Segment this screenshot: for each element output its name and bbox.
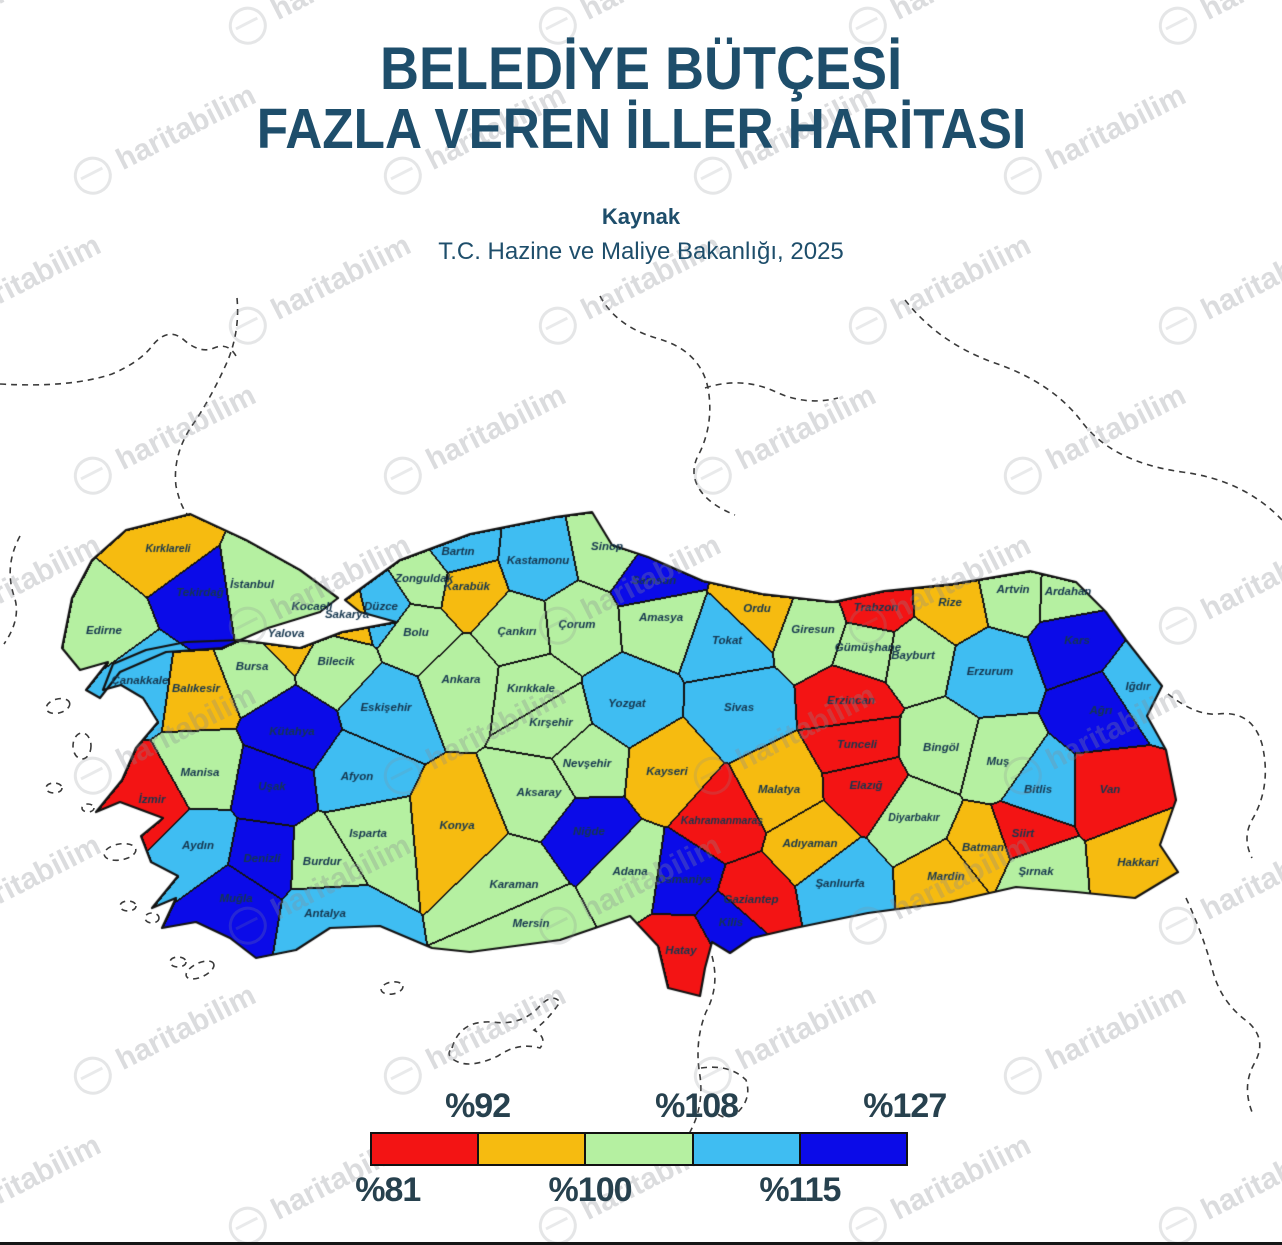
legend-swatch-red [372, 1134, 480, 1164]
bottom-frame-line [0, 1242, 1282, 1245]
page-title-line2: FAZLA VEREN İLLER HARİTASI [256, 97, 1026, 162]
legend-swatch-green [586, 1134, 694, 1164]
legend-tick-top: %92 [445, 1087, 511, 1125]
legend-tick-bottom: %115 [759, 1171, 841, 1209]
legend-tick-bottom: %100 [548, 1171, 633, 1209]
source-label: Kaynak [601, 203, 681, 229]
legend-swatch-lightblue [693, 1134, 801, 1164]
source-text: T.C. Hazine ve Maliye Bakanlığı, 2025 [438, 237, 844, 265]
legend-swatch-orange [479, 1134, 587, 1164]
page-title-line1: BELEDİYE BÜTÇESİ [379, 35, 903, 102]
legend-color-bar [370, 1132, 908, 1166]
legend-swatch-darkblue [800, 1134, 907, 1164]
title-block: BELEDİYE BÜTÇESİ FAZLA VEREN İLLER HARİT… [0, 35, 1282, 266]
legend-tick-top: %108 [655, 1087, 739, 1125]
legend-tick-bottom: %81 [355, 1171, 421, 1209]
legend-tick-top: %127 [863, 1087, 947, 1125]
